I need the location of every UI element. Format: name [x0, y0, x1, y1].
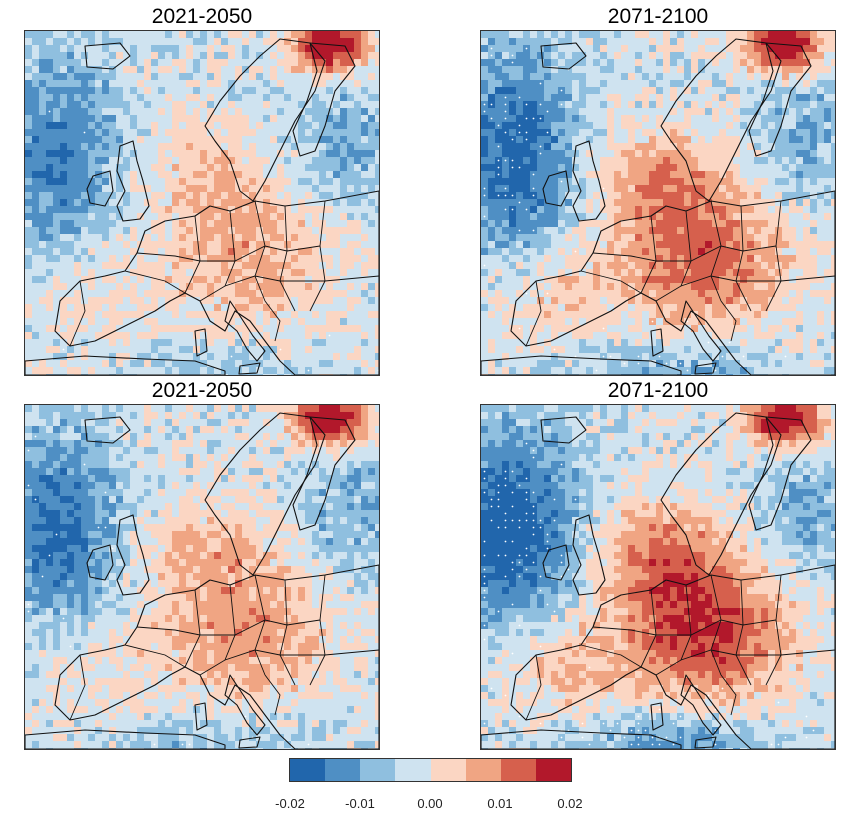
colorbar-tick-label: 0.01 [487, 796, 513, 811]
map-panel-top-right [480, 30, 836, 376]
anomaly-grid [25, 31, 379, 375]
colorbar-swatch [360, 759, 396, 781]
coastlines [481, 412, 835, 749]
colorbar-swatch [430, 759, 466, 781]
europe-map [25, 405, 379, 749]
colorbar-swatch [290, 759, 326, 781]
country-borders [69, 574, 379, 721]
colorbar [289, 758, 572, 782]
europe-map [481, 405, 835, 749]
map-panel-bottom-left [24, 404, 380, 750]
country-borders [69, 200, 379, 347]
colorbar-swatch [465, 759, 501, 781]
colorbar-swatch [325, 759, 361, 781]
significance-stippling [483, 442, 815, 746]
colorbar-swatch [500, 759, 536, 781]
panel-title-bottom-right: 2071-2100 [607, 379, 709, 402]
colorbar-tick-label: 0.02 [557, 796, 583, 811]
country-borders [525, 574, 835, 721]
europe-map [25, 31, 379, 375]
panel-title-top-left: 2021-2050 [151, 5, 253, 28]
europe-map [481, 31, 835, 375]
colorbar-swatch [395, 759, 431, 781]
colorbar-swatch [535, 759, 571, 781]
colorbar-tick-label: -0.02 [275, 796, 305, 811]
colorbar-tick-label: 0.00 [417, 796, 443, 811]
coastlines [25, 38, 379, 375]
anomaly-grid [481, 405, 835, 749]
anomaly-grid [25, 405, 379, 749]
panel-title-bottom-left: 2021-2050 [151, 379, 253, 402]
map-panel-top-left [24, 30, 380, 376]
colorbar-tick-label: -0.01 [345, 796, 375, 811]
coastlines [25, 412, 379, 749]
panel-title-top-right: 2071-2100 [607, 5, 709, 28]
anomaly-grid [481, 31, 835, 375]
coastlines [481, 38, 835, 375]
map-panel-bottom-right [480, 404, 836, 750]
country-borders [525, 200, 835, 347]
